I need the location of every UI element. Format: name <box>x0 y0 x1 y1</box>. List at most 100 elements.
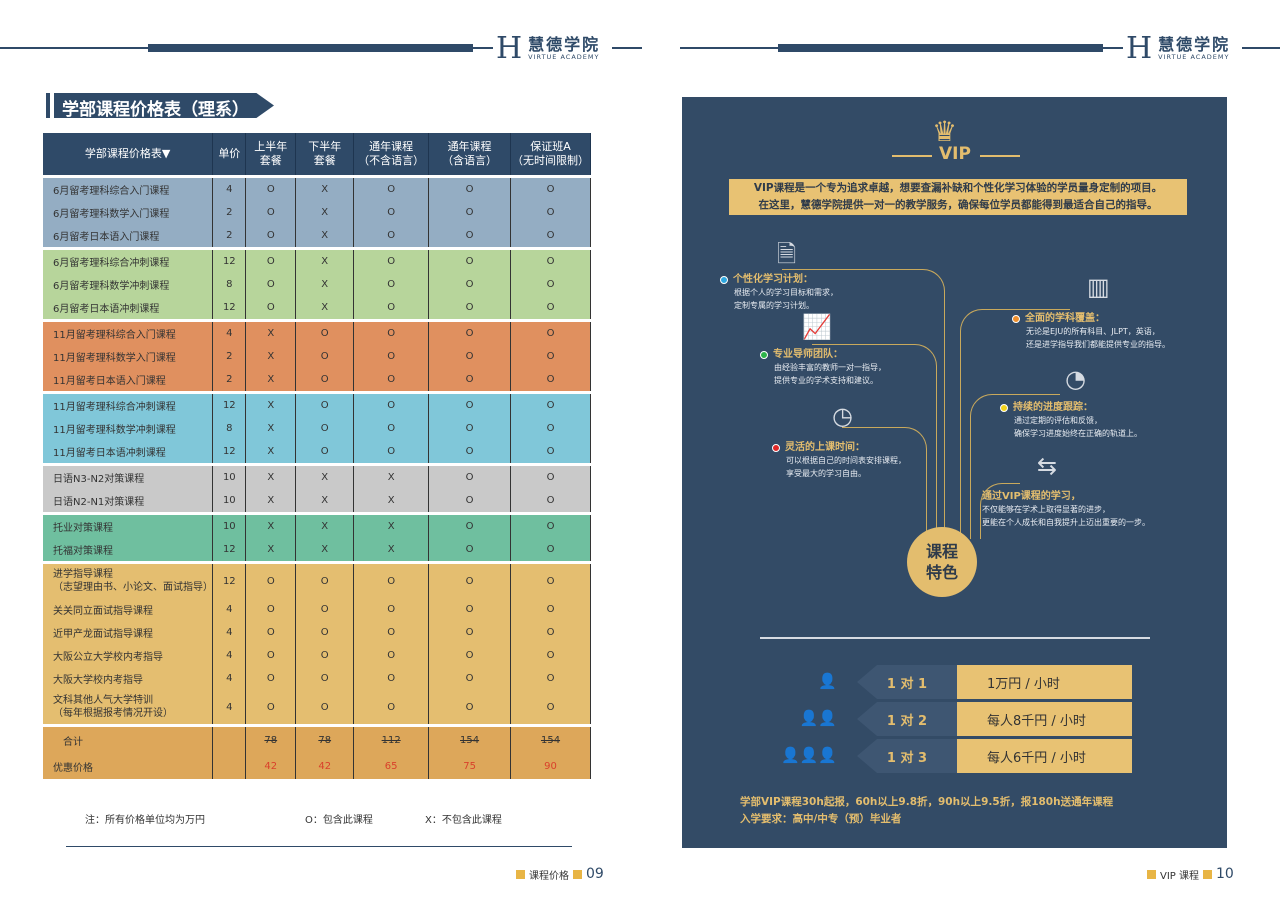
divider <box>760 637 1150 639</box>
inclusion-mark: O <box>353 598 430 621</box>
total-value: 78 <box>295 727 355 753</box>
total-value-text: 154 <box>460 734 480 746</box>
header-bar <box>148 44 473 52</box>
column-header: 保证班A （无时间限制） <box>510 133 591 175</box>
inclusion-mark: O <box>510 515 591 538</box>
connector-line <box>980 483 1020 539</box>
feature-title: 持续的进度跟踪： <box>1000 401 1142 414</box>
page-label: VIP 课程 <box>1160 870 1199 882</box>
inclusion-mark: O <box>245 250 297 273</box>
inclusion-mark: O <box>510 250 591 273</box>
course-name: 关关同立面试指导课程 <box>43 598 214 621</box>
course-name: 6月留考理科综合入门课程 <box>43 178 214 201</box>
unit-price: 4 <box>212 598 247 621</box>
unit-price: 4 <box>212 644 247 667</box>
feature-title-text: 专业导师团队： <box>773 349 843 360</box>
logo-mark: H <box>496 31 523 66</box>
feature-line: 由经验丰富的教师一对一指导， <box>774 363 886 372</box>
lesson-type: 1 对 3 <box>857 739 957 773</box>
discount-value-text: 75 <box>463 760 476 772</box>
persons-icon: 👤👤👤 <box>780 746 837 764</box>
course-name: 日语N2-N1对策课程 <box>43 489 214 512</box>
table-row: 文科其他人气大学特训 （每年根据报考情况开设） 4 O O O O O <box>43 690 591 724</box>
inclusion-mark: O <box>428 690 512 724</box>
discount-value: 65 <box>353 753 430 779</box>
feature-title-text: 灵活的上课时间： <box>785 442 865 453</box>
inclusion-mark: O <box>295 690 355 724</box>
description-line: 在这里，慧德学院提供一对一的教学服务，确保每位学员都能得到最适合自己的指导。 <box>758 199 1158 211</box>
header-rule <box>680 47 780 49</box>
page-number: 09 <box>586 866 604 882</box>
course-name: 托福对策课程 <box>43 538 214 561</box>
inclusion-mark: O <box>245 621 297 644</box>
feature-line: 享受最大的学习自由。 <box>786 469 866 478</box>
unit-price: 12 <box>212 394 247 417</box>
inclusion-mark: X <box>245 368 297 391</box>
course-features-badge: 课程 特色 <box>907 527 977 597</box>
inclusion-mark: O <box>510 598 591 621</box>
inclusion-mark: O <box>510 417 591 440</box>
lesson-price: 每人8千円 / 小时 <box>957 702 1132 736</box>
square-icon <box>1203 869 1212 879</box>
unit-price: 12 <box>212 564 247 598</box>
course-name: 11月留考理科综合入门课程 <box>43 322 214 345</box>
feature-title: 专业导师团队： <box>760 348 886 361</box>
inclusion-mark: O <box>353 417 430 440</box>
table-row: 6月留考日本语入门课程 2 O X O O O <box>43 224 591 247</box>
discount-value-text: 42 <box>264 760 278 772</box>
table-header-row: 学部课程价格表▼ 单价 上半年 套餐 下半年 套餐 通年课程 （不含语言） 通年课程 （含… <box>43 133 591 175</box>
note-include: O：包含此课程 <box>305 815 373 826</box>
square-icon <box>573 869 582 879</box>
table-row: 托福对策课程 12 X X X O O <box>43 538 591 561</box>
feature-title-text: 通过VIP课程的学习， <box>982 491 1081 502</box>
inclusion-mark: O <box>510 667 591 690</box>
course-name: 大阪公立大学校内考指导 <box>43 644 214 667</box>
table-row: 6月留考理科综合冲刺课程 12 O X O O O <box>43 250 591 273</box>
pricing-row: 1 对 1 1万円 / 小时 <box>857 665 1132 699</box>
feature-item: 灵活的上课时间： 可以根据自己的时间表安排课程， 享受最大的学习自由。 <box>772 441 906 480</box>
table-row: 大阪大学校内考指导 4 O O O O O <box>43 667 591 690</box>
section-title: 学部课程价格表（理系） <box>54 93 274 118</box>
total-row: 合计 78 78 112 154 154 <box>43 727 591 753</box>
inclusion-mark: X <box>245 394 297 417</box>
crown-icon: ♛ <box>932 115 958 148</box>
bullet-dot-icon <box>760 350 768 359</box>
brand-name-en: VIRTUE ACADEMY <box>528 53 600 61</box>
brand-name: 慧德学院 <box>528 35 601 54</box>
inclusion-mark: X <box>295 250 355 273</box>
total-value-text: 78 <box>264 734 278 746</box>
description-line: VIP课程是一个专为追求卓越，想要查漏补缺和个性化学习体验的学员量身定制的项目。 <box>753 182 1163 194</box>
total-label: 合计 <box>43 727 214 753</box>
inclusion-mark: O <box>295 322 355 345</box>
inclusion-mark: X <box>295 273 355 296</box>
total-value-text: 112 <box>381 734 401 746</box>
header-rule <box>1242 47 1280 49</box>
unit-price: 2 <box>212 201 247 224</box>
bullet-dot-icon <box>1000 403 1008 412</box>
clock-icon: ◷ <box>832 402 853 430</box>
inclusion-mark: X <box>353 538 430 561</box>
inclusion-mark: O <box>353 273 430 296</box>
discount-value: 75 <box>428 753 512 779</box>
total-value-text: 78 <box>318 734 332 746</box>
empty-cell <box>212 727 247 753</box>
inclusion-mark: O <box>428 394 512 417</box>
group-spacer <box>43 247 591 250</box>
total-value: 78 <box>245 727 297 753</box>
table-row: 11月留考日本语冲刺课程 12 X O O O O <box>43 440 591 463</box>
document-check-icon: 🗎 <box>777 240 797 268</box>
inclusion-mark: O <box>428 466 512 489</box>
inclusion-mark: X <box>245 322 297 345</box>
inclusion-mark: O <box>510 538 591 561</box>
page-footer: 课程价格 09 <box>516 866 604 882</box>
unit-price: 12 <box>212 296 247 319</box>
inclusion-mark: X <box>245 466 297 489</box>
inclusion-mark: O <box>428 489 512 512</box>
inclusion-mark: O <box>245 224 297 247</box>
inclusion-mark: X <box>245 417 297 440</box>
table-row: 6月留考日本语冲刺课程 12 O X O O O <box>43 296 591 319</box>
column-header: 通年课程 （含语言） <box>428 133 512 175</box>
inclusion-mark: O <box>245 273 297 296</box>
column-header: 下半年 套餐 <box>295 133 355 175</box>
inclusion-mark: O <box>295 417 355 440</box>
